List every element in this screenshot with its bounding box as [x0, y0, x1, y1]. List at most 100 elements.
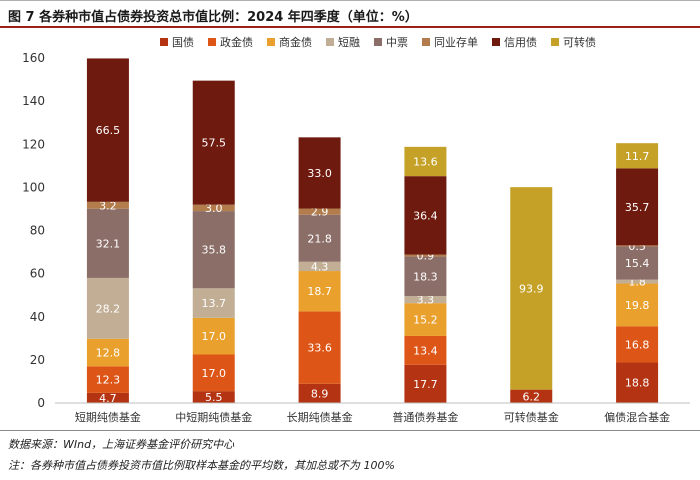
- data-label-1-2: 17.0: [202, 330, 227, 343]
- bar-segment-0-6: [86, 58, 129, 202]
- bar-segment-0-5: [86, 201, 129, 209]
- data-label-4-0: 6.2: [523, 390, 541, 403]
- legend-swatch-5: [422, 38, 430, 46]
- data-label-5-4: 15.4: [625, 257, 650, 270]
- data-label-3-7: 13.6: [413, 156, 438, 169]
- data-label-1-1: 17.0: [202, 367, 227, 380]
- y-tick-label-7: 140: [22, 94, 45, 108]
- bar-segment-0-2: [86, 338, 129, 367]
- bar-segment-3-3: [404, 296, 447, 304]
- bar-segment-2-1: [298, 311, 341, 384]
- data-label-0-3: 28.2: [96, 302, 121, 315]
- bar-segment-3-2: [404, 303, 447, 336]
- legend-swatch-1: [208, 38, 216, 46]
- bar-segment-0-0: [86, 392, 129, 403]
- bars: 4.7 12.3 12.8 28.2 32.1 3.2 66.5 5.5 17.0 17.0 13.…: [86, 58, 659, 405]
- legend-swatch-0: [160, 38, 168, 46]
- bar-segment-2-4: [298, 214, 341, 262]
- bar-segment-5-6: [616, 168, 659, 246]
- bar-segment-3-5: [404, 254, 447, 257]
- stacked-bar-chart: 国债 政金债 商金债 短融 中票 同业存单 信用债 可转债 0 20 40 60 80 100 120 14…: [22, 35, 690, 424]
- bar-segment-2-2: [298, 271, 341, 312]
- bar-segment-5-7: [616, 143, 659, 169]
- bar-segment-3-4: [404, 256, 447, 297]
- bar-segment-5-0: [616, 362, 659, 403]
- data-label-3-4: 18.3: [413, 270, 438, 283]
- data-label-2-1: 33.6: [307, 342, 332, 355]
- legend-swatch-6: [492, 38, 500, 46]
- data-label-5-1: 16.8: [625, 338, 650, 351]
- data-label-2-4: 21.8: [307, 232, 332, 245]
- bar-segment-1-0: [192, 391, 235, 403]
- bar-segment-1-2: [192, 317, 235, 355]
- bar-segment-5-1: [616, 326, 659, 363]
- data-label-1-6: 57.5: [202, 137, 227, 150]
- data-label-0-0: 4.7: [99, 392, 117, 405]
- x-tick-label-1: 中短期纯债基金: [175, 410, 252, 424]
- chart-title-bar: 图 7 各券种市值占债券投资总市值比例：2024 年四季度（单位：%）: [0, 0, 700, 28]
- bar-segment-5-2: [616, 283, 659, 327]
- bar-segment-4-7: [510, 187, 553, 390]
- data-label-0-1: 12.3: [96, 374, 121, 387]
- data-label-3-3: 3.3: [417, 294, 435, 307]
- x-tick-label-5: 偏债混合基金: [604, 410, 670, 424]
- y-tick-label-4: 80: [30, 224, 45, 238]
- legend-label-4: 中票: [386, 36, 408, 49]
- data-label-2-5: 2.9: [311, 206, 329, 219]
- y-tick-label-1: 20: [30, 353, 45, 367]
- bar-segment-5-3: [616, 279, 659, 284]
- legend-label-6: 信用债: [504, 35, 537, 49]
- y-tick-label-2: 40: [30, 310, 45, 324]
- bar-segment-1-5: [192, 204, 235, 212]
- bar-segment-1-1: [192, 354, 235, 392]
- legend-swatch-3: [326, 38, 334, 46]
- x-tick-label-2: 长期纯债基金: [287, 410, 353, 424]
- legend-label-1: 政金债: [220, 35, 253, 49]
- data-label-0-5: 3.2: [99, 199, 117, 212]
- data-label-3-0: 17.7: [413, 378, 438, 391]
- legend-label-2: 商金债: [279, 35, 312, 49]
- y-tick-label-8: 160: [22, 51, 45, 65]
- data-label-3-1: 13.4: [413, 344, 438, 357]
- chart-title: 图 7 各券种市值占债券投资总市值比例：2024 年四季度（单位：%）: [8, 10, 418, 25]
- legend-swatch-7: [551, 38, 559, 46]
- data-label-1-4: 35.8: [202, 244, 227, 257]
- bar-segment-2-5: [298, 208, 341, 215]
- data-label-2-2: 18.7: [307, 285, 332, 298]
- data-source-note: 数据来源：WInd，上海证券基金评价研究中心: [8, 438, 235, 451]
- data-label-5-2: 19.8: [625, 299, 650, 312]
- footnote: 注：各券种市值占债券投资市值比例取样本基金的平均数，其加总或不为 100%: [8, 459, 395, 472]
- bar-segment-3-0: [404, 364, 447, 403]
- bar-segment-3-6: [404, 176, 447, 255]
- bar-segment-5-4: [616, 246, 659, 280]
- data-label-1-0: 5.5: [205, 391, 223, 404]
- bar-segment-1-6: [192, 80, 235, 205]
- data-label-2-0: 8.9: [311, 387, 329, 400]
- y-tick-label-6: 120: [22, 137, 45, 151]
- legend-swatch-2: [267, 38, 275, 46]
- bar-segment-2-6: [298, 137, 341, 209]
- data-label-1-5: 3.0: [205, 202, 223, 215]
- bar-segment-3-1: [404, 335, 447, 365]
- data-label-5-0: 18.8: [625, 377, 650, 390]
- legend-swatch-4: [374, 38, 382, 46]
- data-label-3-2: 15.2: [413, 314, 438, 327]
- bar-segment-4-0: [510, 389, 553, 403]
- bar-segment-1-4: [192, 211, 235, 289]
- data-label-2-3: 4.3: [311, 260, 329, 273]
- data-label-2-6: 33.0: [307, 167, 332, 180]
- bar-segment-5-5: [616, 245, 659, 247]
- x-tick-label-4: 可转债基金: [504, 410, 559, 424]
- x-axis: 短期纯债基金 中短期纯债基金 长期纯债基金 普通债券基金 可转债基金 偏债混合基金: [55, 402, 690, 424]
- legend: 国债 政金债 商金债 短融 中票 同业存单 信用债 可转债: [160, 35, 596, 49]
- footer: 数据来源：WInd，上海证券基金评价研究中心 注：各券种市值占债券投资市值比例取…: [0, 430, 700, 480]
- legend-label-5: 同业存单: [434, 35, 478, 49]
- bar-segment-2-3: [298, 261, 341, 272]
- bar-segment-3-7: [404, 146, 447, 177]
- data-label-5-7: 11.7: [625, 150, 650, 163]
- data-label-0-4: 32.1: [96, 237, 121, 250]
- data-label-3-6: 36.4: [413, 209, 438, 222]
- data-label-1-3: 13.7: [202, 297, 227, 310]
- legend-label-7: 可转债: [563, 35, 596, 49]
- data-label-4-7: 93.9: [519, 282, 544, 295]
